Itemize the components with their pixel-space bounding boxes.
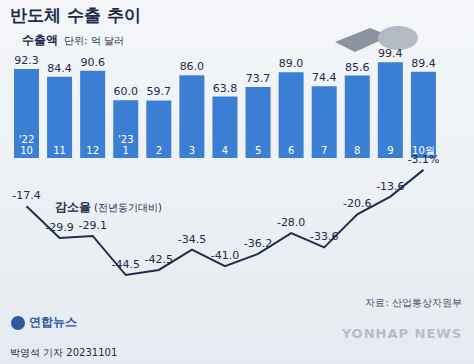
svg-text:59.7: 59.7 [147, 85, 172, 98]
svg-text:-29.1: -29.1 [78, 219, 106, 232]
svg-text:-13.6: -13.6 [376, 180, 404, 193]
svg-text:7: 7 [321, 145, 327, 156]
svg-text:-33.6: -33.6 [310, 230, 338, 243]
svg-text:86.0: 86.0 [180, 60, 205, 73]
svg-text:89.0: 89.0 [279, 57, 304, 70]
html-text:연합뉴스: 연합뉴스 [29, 315, 77, 329]
svg-text:-3.1%: -3.1% [408, 153, 440, 166]
svg-text:-28.0: -28.0 [277, 216, 305, 229]
svg-text:92.3: 92.3 [14, 54, 39, 67]
svg-text:85.6: 85.6 [345, 61, 370, 74]
svg-text:-29.9: -29.9 [45, 221, 73, 234]
svg-text:-20.6: -20.6 [343, 197, 371, 210]
svg-text:74.4: 74.4 [312, 71, 337, 84]
svg-text:4: 4 [222, 145, 228, 156]
svg-text:-34.5: -34.5 [178, 233, 206, 246]
svg-text:11: 11 [53, 145, 66, 156]
svg-text:89.4: 89.4 [411, 57, 436, 70]
svg-text:84.4: 84.4 [47, 62, 72, 75]
svg-text:-44.5: -44.5 [112, 258, 140, 271]
svg-text:73.7: 73.7 [246, 72, 271, 85]
svg-text:9: 9 [387, 145, 393, 156]
svg-text:60.0: 60.0 [113, 85, 138, 98]
svg-text:'2210: '2210 [19, 134, 34, 156]
svg-text:8: 8 [354, 145, 360, 156]
svg-text:12: 12 [86, 145, 99, 156]
svg-text:6: 6 [288, 145, 294, 156]
svg-text:5: 5 [255, 145, 261, 156]
svg-text:-41.0: -41.0 [211, 249, 239, 262]
svg-text:10월: 10월 [412, 145, 435, 156]
svg-text:90.6: 90.6 [80, 56, 105, 69]
svg-text:-42.5: -42.5 [145, 253, 173, 266]
html-text:수출액: 수출액 [22, 33, 58, 47]
html-text:감소율 (전년동기대비): 감소율 (전년동기대비) [55, 200, 162, 214]
html-text:반도체 수출 추이: 반도체 수출 추이 [10, 5, 141, 25]
svg-text:-36.2: -36.2 [244, 237, 272, 250]
html-text:자료: 산업통상자원부: 자료: 산업통상자원부 [365, 297, 462, 308]
html-text:단위: 억 달러: 단위: 억 달러 [64, 35, 124, 46]
html-text:YONHAP NEWS: YONHAP NEWS [341, 326, 462, 341]
html-text:박영석 기자 20231101: 박영석 기자 20231101 [10, 347, 118, 358]
svg-text:-17.4: -17.4 [12, 189, 40, 202]
svg-text:99.4: 99.4 [378, 47, 403, 60]
svg-text:'231: '231 [118, 134, 133, 156]
svg-text:3: 3 [189, 145, 195, 156]
svg-text:63.8: 63.8 [213, 82, 238, 95]
svg-text:2: 2 [156, 145, 162, 156]
